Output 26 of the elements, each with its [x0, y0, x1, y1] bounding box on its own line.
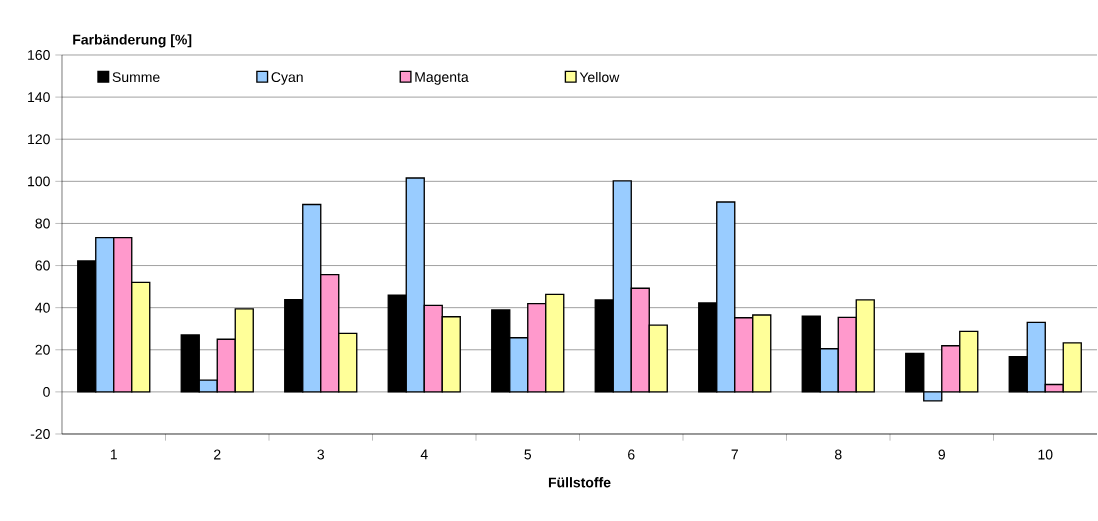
y-tick-label: 0	[43, 386, 50, 397]
x-tick-label: 3	[317, 449, 325, 460]
y-tick-label: 100	[28, 176, 50, 187]
legend-label: Summe	[112, 72, 160, 83]
legend-label: Yellow	[579, 71, 620, 83]
y-axis-title: Farbänderung [%]	[73, 34, 192, 48]
x-tick-label: 6	[628, 449, 635, 460]
y-tick-label: 80	[35, 218, 50, 229]
legend-label: Cyan	[271, 72, 303, 85]
y-tick-label: 140	[28, 92, 50, 103]
y-tick-label: 40	[35, 302, 50, 313]
x-tick-label: 1	[110, 449, 117, 460]
x-tick-label: 9	[938, 449, 945, 460]
y-tick-label: 120	[28, 134, 50, 145]
x-tick-label: 7	[731, 449, 738, 460]
x-tick-label: 2	[214, 449, 221, 460]
y-tick-label: 60	[35, 260, 50, 271]
legend-label: Magenta	[415, 72, 469, 85]
x-tick-label: 5	[524, 449, 532, 460]
x-tick-label: 8	[834, 449, 842, 460]
x-tick-label: 4	[420, 449, 428, 460]
y-tick-label: 20	[35, 344, 50, 355]
y-tick-label: 160	[28, 50, 50, 60]
x-axis-title: Füllstoffe	[548, 477, 611, 488]
y-tick-label: -20	[30, 429, 50, 439]
x-tick-label: 10	[1038, 449, 1053, 460]
